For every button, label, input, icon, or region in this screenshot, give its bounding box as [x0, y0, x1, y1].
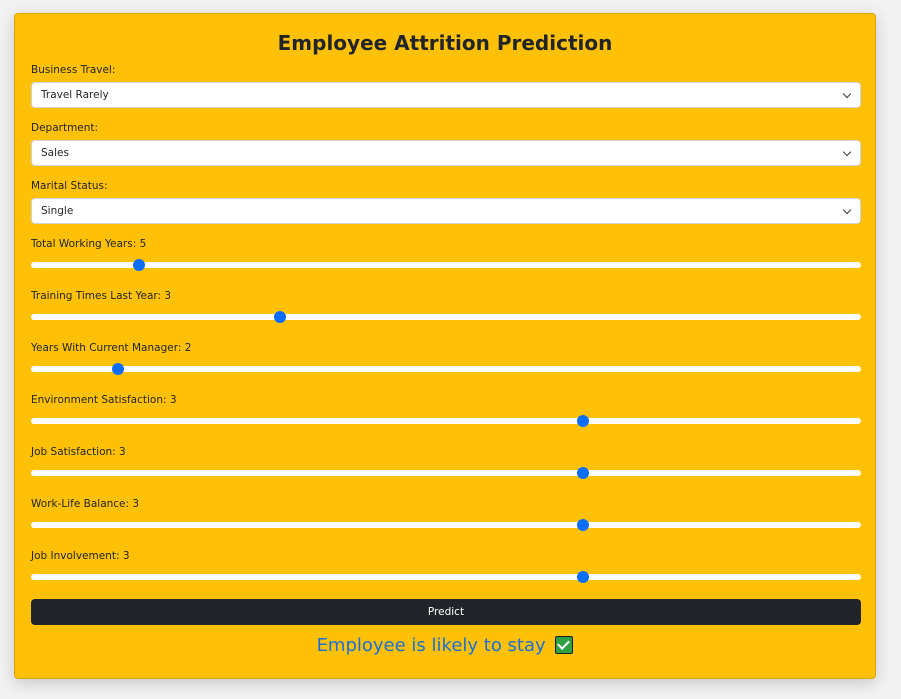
marital-status-select[interactable]: Single — [31, 198, 861, 224]
total-working-years-slider[interactable] — [31, 259, 861, 271]
slider-thumb[interactable] — [132, 259, 145, 271]
business-travel-label: Business Travel: — [31, 64, 116, 76]
result-text: Employee is likely to stay — [316, 635, 546, 656]
job-involvement-slider[interactable] — [31, 571, 861, 583]
page-title: Employee Attrition Prediction — [277, 31, 613, 55]
slider-thumb[interactable] — [576, 467, 589, 479]
slider-thumb[interactable] — [274, 311, 286, 323]
years-with-manager-slider[interactable] — [31, 363, 861, 375]
prediction-result: Employee is likely to stay — [15, 635, 875, 656]
slider-thumb[interactable] — [576, 415, 589, 427]
department-label: Department: — [31, 122, 99, 134]
environment-satisfaction-label: Environment Satisfaction: 3 — [31, 394, 177, 406]
chevron-down-icon — [842, 205, 852, 215]
chevron-down-icon — [842, 89, 852, 99]
slider-thumb[interactable] — [112, 363, 125, 375]
chevron-down-icon — [842, 147, 852, 157]
environment-satisfaction-slider[interactable] — [31, 415, 861, 427]
slider-thumb[interactable] — [576, 519, 589, 531]
job-satisfaction-label: Job Satisfaction: 3 — [31, 446, 126, 458]
job-satisfaction-slider[interactable] — [31, 467, 861, 479]
predict-button[interactable]: Predict — [31, 599, 861, 625]
marital-status-value: Single — [41, 205, 74, 217]
department-value: Sales — [41, 147, 69, 159]
training-times-slider[interactable] — [31, 311, 861, 323]
prediction-card: Employee Attrition Prediction Business T… — [14, 13, 876, 679]
department-select[interactable]: Sales — [31, 140, 861, 166]
marital-status-label: Marital Status: — [31, 180, 108, 192]
job-involvement-label: Job Involvement: 3 — [31, 550, 130, 562]
total-working-years-label: Total Working Years: 5 — [31, 238, 147, 250]
business-travel-value: Travel Rarely — [41, 89, 109, 101]
check-mark-icon — [555, 636, 574, 654]
years-with-manager-label: Years With Current Manager: 2 — [31, 342, 192, 354]
work-life-balance-slider[interactable] — [31, 519, 861, 531]
slider-thumb[interactable] — [576, 571, 589, 583]
training-times-label: Training Times Last Year: 3 — [31, 290, 172, 302]
business-travel-select[interactable]: Travel Rarely — [31, 82, 861, 108]
work-life-balance-label: Work-Life Balance: 3 — [31, 498, 140, 510]
